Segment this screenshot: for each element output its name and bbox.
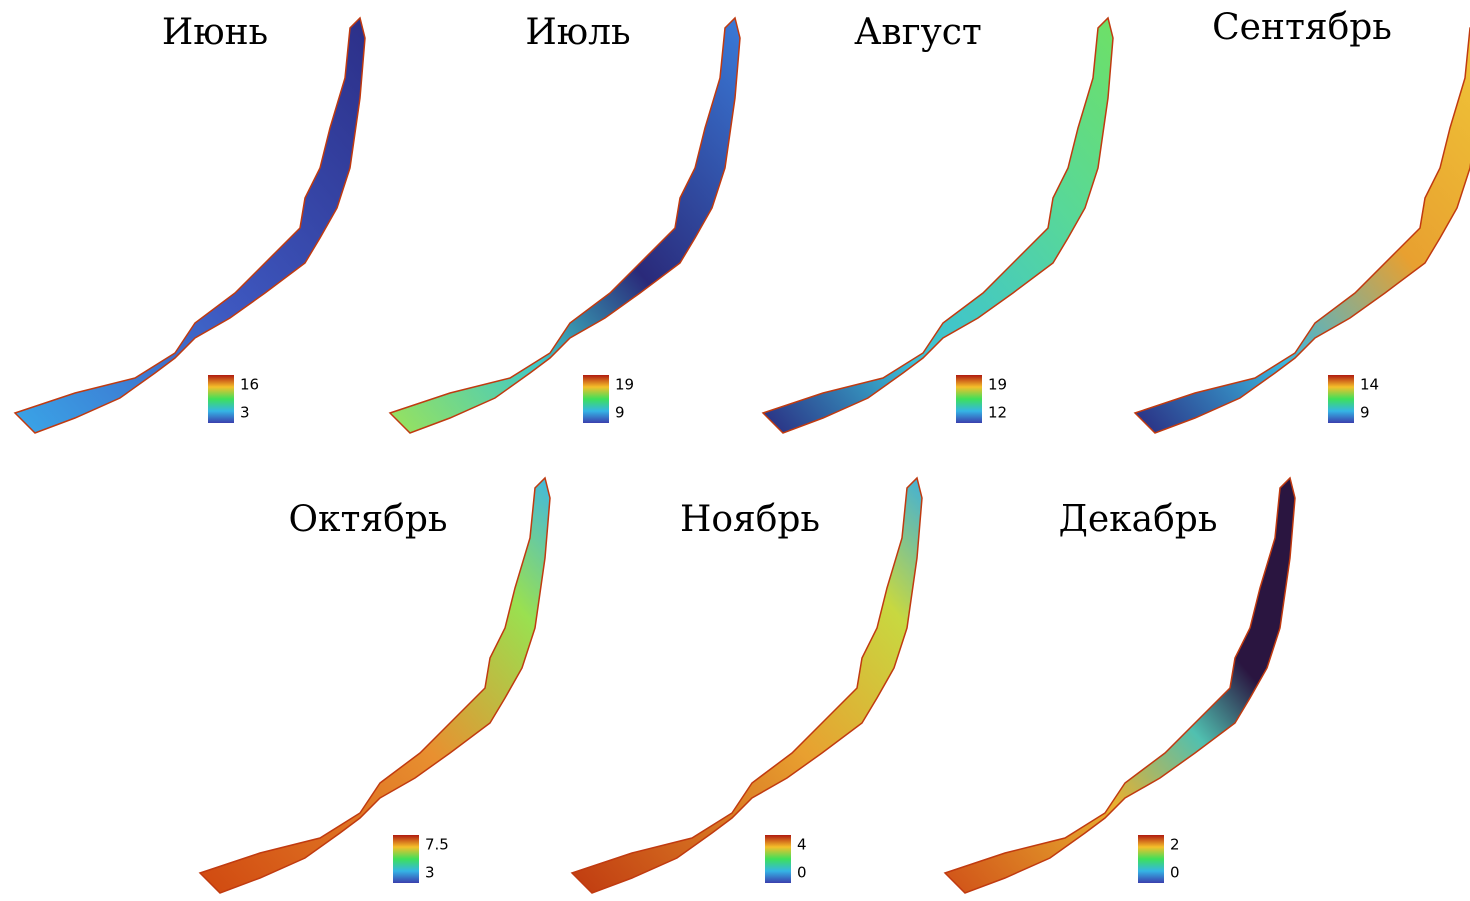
lake-map (390, 18, 740, 433)
colorbar (393, 835, 419, 883)
legend-max: 19 (988, 376, 1007, 394)
legend-min: 0 (797, 864, 807, 882)
lake-map (15, 18, 365, 433)
lake-map (945, 478, 1295, 893)
legend-max: 14 (1360, 376, 1379, 394)
panel-title: Июнь (162, 12, 268, 53)
legend-min: 12 (988, 404, 1007, 422)
colorbar (583, 375, 609, 423)
colorbar (1328, 375, 1354, 423)
lake-map (200, 478, 550, 893)
panel-title: Сентябрь (1212, 7, 1392, 48)
legend-min: 9 (615, 404, 625, 422)
legend-min: 9 (1360, 404, 1370, 422)
legend-min: 3 (425, 864, 435, 882)
panel-title: Август (854, 12, 982, 53)
legend-max: 16 (240, 376, 259, 394)
legend-max: 2 (1170, 836, 1180, 854)
panel-title: Ноябрь (680, 499, 820, 540)
colorbar (956, 375, 982, 423)
legend-max: 7.5 (425, 836, 449, 854)
panel-title: Декабрь (1059, 499, 1218, 540)
legend-max: 4 (797, 836, 807, 854)
colorbar (1138, 835, 1164, 883)
lake-map (1135, 18, 1470, 433)
lake-map (572, 478, 922, 893)
legend-min: 0 (1170, 864, 1180, 882)
legend-max: 19 (615, 376, 634, 394)
colorbar (208, 375, 234, 423)
colorbar (765, 835, 791, 883)
panel-title: Октябрь (289, 499, 448, 540)
panel-title: Июль (525, 12, 630, 53)
legend-min: 3 (240, 404, 250, 422)
figure: Июнь 16 3 Июль 19 9 Август 19 12 Сентябрь 14 9 Октяб… (0, 0, 1470, 901)
lake-map (763, 18, 1113, 433)
